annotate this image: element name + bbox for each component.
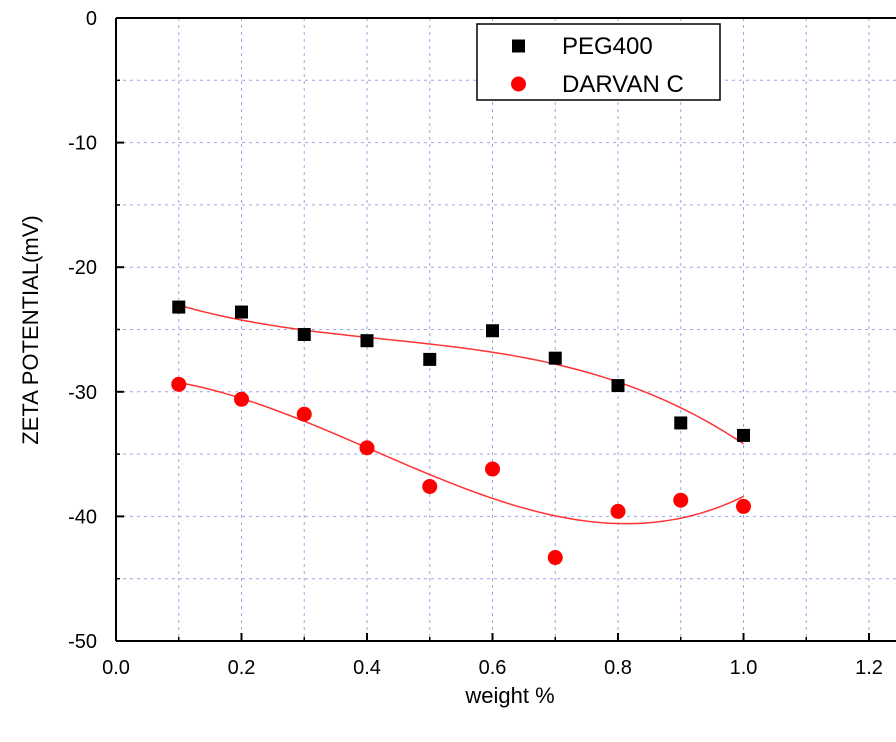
fit-curve: [178, 304, 744, 445]
y-tick-label: 0: [86, 8, 97, 30]
darvan-c-point: [234, 391, 249, 407]
peg400-point: [737, 428, 750, 442]
fit-curves: [178, 304, 744, 525]
legend: PEG400 DARVAN C: [476, 23, 721, 101]
y-tick-label: -30: [68, 382, 97, 404]
darvan-c-point: [610, 503, 626, 519]
grid: [116, 18, 896, 641]
darvan-c-point: [736, 498, 751, 514]
peg400-point: [297, 327, 311, 341]
darvan-c-point: [171, 376, 187, 392]
darvan-c-point: [296, 406, 312, 422]
legend-label: PEG400: [562, 33, 653, 60]
x-tick-label: 1.0: [730, 657, 758, 679]
x-tick-label: 0.0: [102, 657, 130, 679]
peg400-point: [548, 351, 562, 365]
darvan-c-point: [673, 492, 689, 508]
x-tick-label: 0.2: [228, 657, 256, 679]
legend-square-icon: [512, 39, 525, 53]
peg400-point: [423, 352, 437, 366]
x-tick-label: 0.4: [353, 657, 381, 679]
y-axis-title: ZETA POTENTIAL(mV): [18, 215, 43, 444]
legend-label: DARVAN C: [562, 71, 684, 98]
y-tick-label: -10: [68, 133, 97, 155]
y-tick-label: -50: [68, 631, 97, 653]
x-tick-label: 0.8: [604, 657, 632, 679]
peg400-point: [235, 305, 248, 319]
darvan-c-point: [359, 440, 375, 456]
peg400-point: [486, 324, 499, 338]
peg400-point: [674, 416, 688, 430]
peg400-point: [172, 300, 186, 314]
peg400-point: [611, 379, 625, 393]
axes: 0.0 0.2 0.4 0.6 0.8 1.0 1.2 0 -10 -20 -30 -40 -50: [68, 8, 896, 679]
darvan-c-point: [485, 461, 500, 477]
y-tick-label: -20: [68, 257, 97, 279]
y-tick-label: -40: [68, 506, 97, 528]
darvan-c-point: [547, 550, 563, 566]
x-tick-label: 0.6: [479, 657, 507, 679]
peg400-point: [360, 334, 374, 348]
legend-circle-icon: [511, 76, 526, 92]
data-points: [171, 300, 751, 566]
x-axis-title: weight %: [464, 683, 554, 708]
darvan-c-point: [422, 478, 438, 494]
fit-curve: [178, 381, 744, 525]
x-tick-label: 1.2: [855, 657, 883, 679]
